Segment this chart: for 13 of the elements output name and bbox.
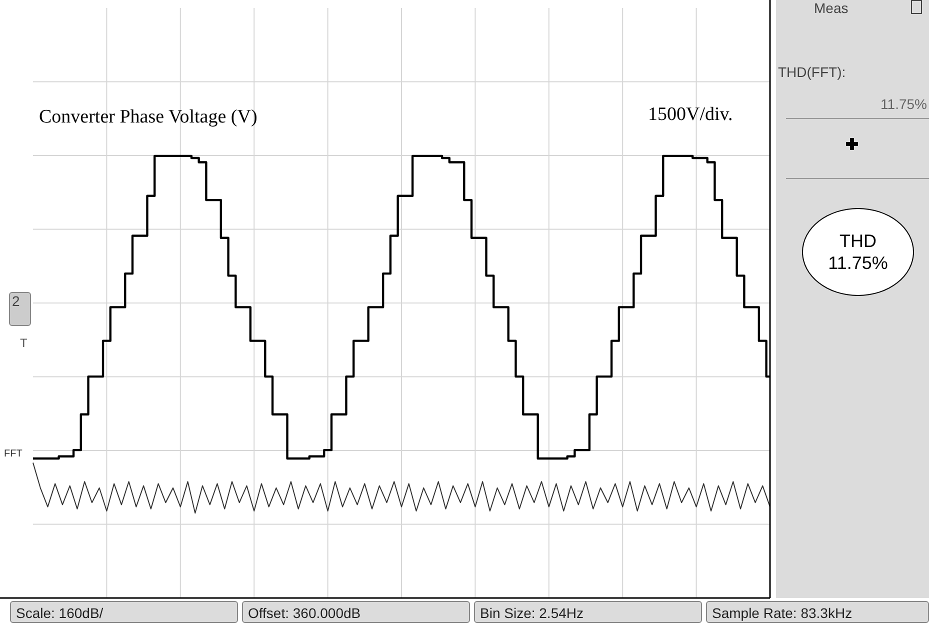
series-label: FFT xyxy=(4,448,22,460)
text: Sample Rate: 83.3kHz xyxy=(706,601,929,623)
text: T xyxy=(20,336,28,350)
text: 11.75% xyxy=(880,96,927,112)
text: 1500V/div. xyxy=(648,104,733,126)
text: THD 11.75% xyxy=(828,230,888,274)
text: Bin Size: 2.54Hz xyxy=(474,601,702,623)
text: Meas xyxy=(814,0,848,16)
text: THD(FFT): xyxy=(778,64,846,80)
text: Scale: 160dB/ xyxy=(10,601,238,623)
text: 2 xyxy=(9,292,31,326)
text: Offset: 360.000dB xyxy=(242,601,470,623)
chart-title: Converter Phase Voltage (V) xyxy=(39,106,258,128)
